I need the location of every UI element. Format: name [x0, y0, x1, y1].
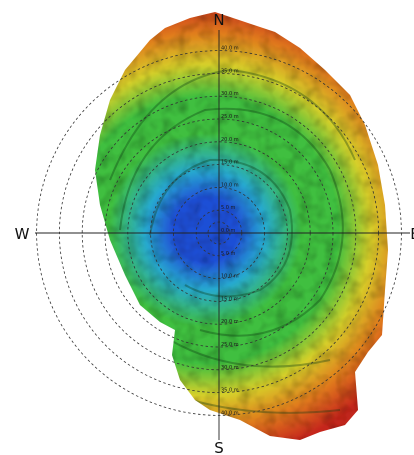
- compass-west-label: W: [15, 225, 30, 243]
- terrain-surface: [95, 12, 388, 440]
- compass-axes: [35, 30, 410, 440]
- distance-label-south: 10.0 m: [221, 274, 239, 280]
- distance-label-south: 40.0 m: [221, 410, 239, 416]
- distance-label-north: 0.0 m: [221, 228, 236, 234]
- compass-north-label: N: [213, 11, 224, 29]
- distance-label-south: 30.0 m: [221, 365, 239, 371]
- distance-label-south: 15.0 m: [221, 296, 239, 302]
- distance-label-north: 30.0 m: [221, 91, 239, 97]
- compass-east-label: E: [410, 225, 414, 243]
- distance-label-north: 25.0 m: [221, 114, 239, 120]
- distance-label-north: 40.0 m: [221, 46, 239, 52]
- distance-label-south: 35.0 m: [221, 388, 239, 394]
- distance-label-north: 5.0 m: [221, 205, 236, 211]
- distance-label-south: 5.0 m: [221, 251, 236, 257]
- distance-label-south: 25.0 m: [221, 342, 239, 348]
- distance-label-north: 35.0 m: [221, 68, 239, 74]
- distance-label-north: 15.0 m: [221, 160, 239, 166]
- distance-label-north: 10.0 m: [221, 182, 239, 188]
- distance-labels: 0.0 m 5.0 m 5.0 m 10.0 m 10.0 m 15.0 m 15.0 m 2…: [221, 46, 239, 417]
- distance-label-north: 20.0 m: [221, 137, 239, 143]
- compass-south-label: S: [214, 439, 224, 455]
- distance-label-south: 20.0 m: [221, 319, 239, 325]
